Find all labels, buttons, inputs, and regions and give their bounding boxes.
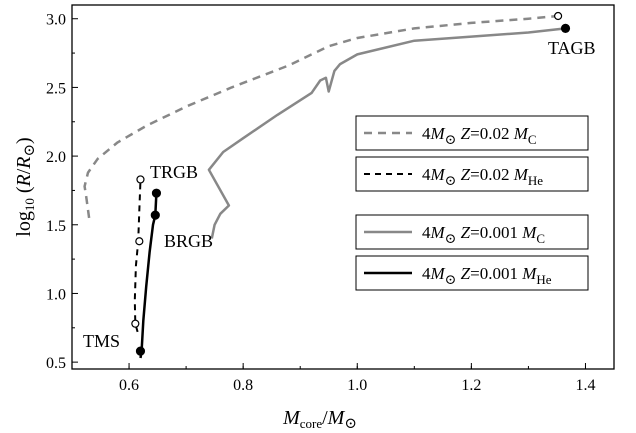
annotation-trgb: TRGB: [150, 162, 198, 182]
marker-0: [553, 11, 563, 21]
series-line-0: [83, 14, 559, 219]
y-tick-label-0: 0.5: [46, 355, 66, 372]
legend-box-1: [355, 156, 589, 192]
series-line-1: [133, 179, 142, 333]
marker-3: [135, 237, 144, 246]
ticks-layer: 0.6 0.8 1.0 1.2 1.4 0.5 1.0 1.5 2.0 2.5 3.0: [46, 12, 595, 394]
x-tick-label-0: 0.6: [119, 377, 139, 394]
x-tick-label-2: 1.0: [347, 377, 367, 394]
marker-1: [560, 23, 571, 33]
y-tick-label-2: 1.5: [46, 218, 66, 235]
x-axis-title: Mcore/M⊙: [282, 407, 357, 432]
marker-2: [136, 175, 145, 184]
annotation-tms: TMS: [83, 331, 120, 351]
marker-4: [131, 319, 140, 328]
y-tick-label-1: 1.0: [46, 286, 66, 303]
legend: 4M⊙ Z=0.02 MC 4M⊙ Z=0.02 MHe 4M⊙ Z=0.001 M…: [355, 115, 589, 291]
marker-6: [150, 210, 160, 220]
y-axis-title-group: log10 (R/R⊙): [13, 137, 38, 236]
markers-layer: [131, 11, 571, 356]
annotation-brgb: BRGB: [164, 231, 213, 251]
legend-label-3: 4M⊙ Z=0.001 MHe: [422, 264, 552, 288]
plot-frame: [71, 4, 615, 370]
series-line-2: [207, 27, 566, 239]
y-tick-label-3: 2.0: [46, 149, 66, 166]
y-tick-label-4: 2.5: [46, 80, 66, 97]
annotation-tagb: TAGB: [548, 38, 596, 58]
y-tick-label-5: 3.0: [46, 12, 66, 29]
legend-label-1: 4M⊙ Z=0.02 MHe: [422, 165, 543, 189]
x-tick-label-4: 1.4: [575, 377, 595, 394]
x-tick-label-1: 0.8: [233, 377, 253, 394]
x-tick-label-3: 1.2: [461, 377, 481, 394]
marker-7: [135, 346, 146, 356]
legend-label-0: 4M⊙ Z=0.02 MC: [422, 124, 537, 148]
marker-5: [151, 188, 162, 198]
legend-label-2: 4M⊙ Z=0.001 MC: [422, 223, 545, 247]
y-axis-title: log10 (R/R⊙): [13, 137, 38, 236]
